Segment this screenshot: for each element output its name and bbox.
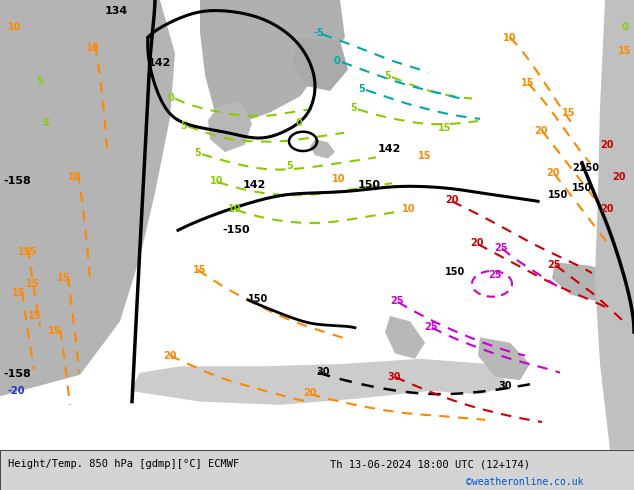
Text: 5: 5 [42,119,49,128]
Text: 134: 134 [105,6,128,16]
Text: Th 13-06-2024 18:00 UTC (12+174): Th 13-06-2024 18:00 UTC (12+174) [330,459,529,469]
Text: 15: 15 [438,122,451,133]
Text: 10: 10 [86,44,100,53]
Text: 20: 20 [612,172,626,182]
Text: 142: 142 [243,180,266,191]
Text: 150: 150 [248,294,268,304]
Text: 10: 10 [228,204,242,214]
Polygon shape [292,37,348,91]
Polygon shape [130,359,510,405]
Text: -150: -150 [222,225,250,236]
Text: 150: 150 [445,267,465,277]
Text: 25: 25 [390,296,403,306]
Text: 30: 30 [387,372,401,382]
Text: 10: 10 [402,204,415,214]
Text: 5: 5 [36,75,42,86]
Text: ©weatheronline.co.uk: ©weatheronline.co.uk [466,477,583,487]
Text: 30: 30 [498,381,512,391]
Polygon shape [310,139,335,158]
Text: 5: 5 [286,161,293,171]
Text: 10: 10 [68,172,82,182]
Polygon shape [385,316,425,359]
Text: 5: 5 [350,103,357,113]
Text: 150: 150 [572,183,592,193]
Text: 25: 25 [547,260,560,270]
Text: 15: 15 [618,46,631,55]
Text: 15: 15 [12,288,25,297]
Text: -158: -158 [3,176,31,186]
Text: 10: 10 [210,176,224,186]
Text: 15: 15 [193,265,207,275]
Text: 15: 15 [418,150,432,161]
Text: 20: 20 [163,351,176,361]
Text: 20: 20 [600,140,614,150]
FancyBboxPatch shape [0,450,634,490]
Text: 5: 5 [384,71,391,81]
Text: 20: 20 [600,204,614,214]
Text: 25: 25 [424,322,437,332]
Text: 2150: 2150 [572,163,599,173]
Text: 150: 150 [548,190,568,200]
Polygon shape [595,0,634,450]
Text: 20: 20 [445,196,458,205]
Text: 20: 20 [534,126,548,136]
Text: 15: 15 [24,247,37,257]
Text: 20: 20 [303,388,316,398]
Text: 142: 142 [378,144,401,154]
Polygon shape [478,337,530,380]
Text: 10: 10 [503,33,517,43]
Text: 5: 5 [194,148,201,158]
Text: 15: 15 [28,311,41,321]
Text: 0: 0 [334,56,340,66]
Text: Height/Temp. 850 hPa [gdmp][°C] ECMWF: Height/Temp. 850 hPa [gdmp][°C] ECMWF [8,459,239,469]
Text: 15: 15 [26,279,39,289]
Text: 0: 0 [168,93,175,103]
Text: -5: -5 [314,28,325,38]
Text: 15: 15 [48,326,61,336]
Text: 30: 30 [316,367,330,377]
Polygon shape [552,263,630,302]
Text: 5: 5 [180,121,187,130]
Text: 20: 20 [470,238,484,248]
Text: -158: -158 [3,369,31,379]
Text: 10: 10 [332,174,346,184]
Polygon shape [0,0,175,396]
Text: 0: 0 [295,119,302,128]
Text: 15: 15 [562,108,576,118]
Text: 150: 150 [358,180,381,191]
Text: -20: -20 [8,386,25,396]
Polygon shape [200,0,345,123]
Text: 25: 25 [494,243,507,253]
Text: 142: 142 [148,58,171,69]
Polygon shape [208,102,252,152]
Text: 5: 5 [358,84,365,94]
Text: 15: 15 [57,272,70,283]
Text: 15: 15 [18,247,32,257]
Text: 10: 10 [8,22,22,32]
Text: 20: 20 [546,168,559,178]
Text: 25: 25 [488,270,501,280]
Text: 0: 0 [622,22,629,32]
Text: 15: 15 [521,78,534,88]
